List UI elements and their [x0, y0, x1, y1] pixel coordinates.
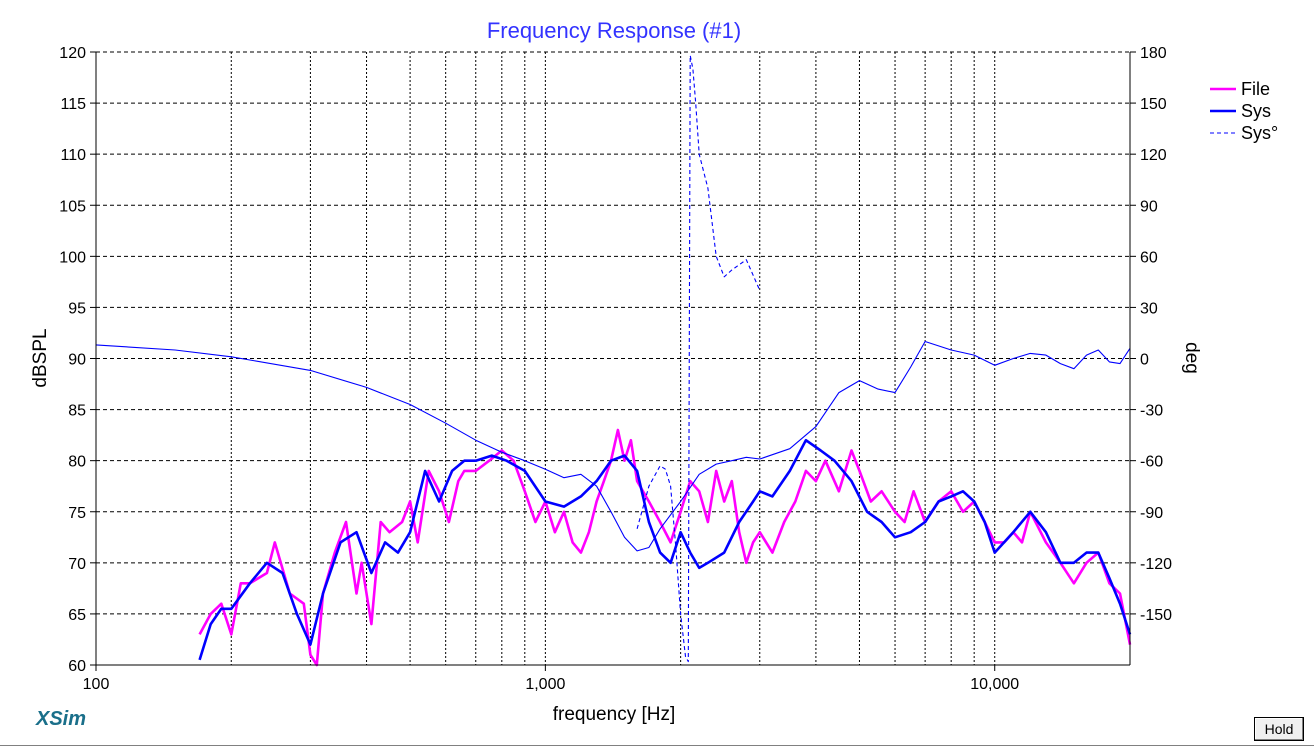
y-tick-label: 100: [59, 249, 86, 266]
y2-tick-label: 60: [1140, 249, 1158, 266]
series-sys-line: [198, 438, 1132, 661]
chart-title: Frequency Response (#1): [487, 18, 741, 43]
y2-tick-label: -60: [1140, 454, 1163, 471]
y-tick-label: 65: [68, 607, 86, 624]
y-tick-label: 60: [68, 658, 86, 675]
x-tick-label: 10,000: [970, 676, 1019, 693]
y2-axis-label: deg: [1181, 342, 1202, 374]
x-tick-label: 100: [83, 676, 110, 693]
y2-tick-label: -120: [1140, 556, 1172, 573]
y-tick-label: 120: [59, 45, 86, 62]
axes: 60 65 70 75 80 85 90 95 100 105 110 115 120 -150 -120 -…: [59, 45, 1172, 693]
bottom-divider: [0, 745, 1314, 746]
y2-tick-label: -150: [1140, 607, 1172, 624]
y-tick-label: 115: [60, 96, 86, 113]
y-tick-label: 80: [68, 454, 86, 471]
y-tick-label: 75: [68, 505, 86, 522]
y2-tick-label: 180: [1140, 45, 1167, 62]
y-tick-label: 110: [60, 147, 86, 164]
y-tick-label: 105: [59, 198, 86, 215]
grid: [95, 51, 1131, 666]
y-tick-label: 90: [68, 352, 86, 369]
y-tick-label: 85: [68, 403, 86, 420]
y-axis-label: dBSPL: [30, 328, 51, 387]
y2-tick-label: -30: [1140, 403, 1163, 420]
y-tick-label: 95: [68, 300, 86, 317]
y2-tick-label: 120: [1140, 147, 1167, 164]
x-tick-label: 1,000: [525, 676, 565, 693]
legend-label: Sys: [1241, 101, 1271, 121]
y2-tick-label: 90: [1140, 198, 1158, 215]
y2-tick-label: 0: [1140, 352, 1149, 369]
legend-label: Sys°: [1241, 123, 1278, 143]
y2-tick-label: 150: [1140, 96, 1167, 113]
hold-button[interactable]: Hold: [1254, 717, 1304, 741]
y-tick-label: 70: [68, 556, 86, 573]
x-axis-label: frequency [Hz]: [553, 704, 676, 725]
series-sys-phase-dashed-line: [636, 54, 761, 663]
legend-label: File: [1241, 79, 1270, 99]
y2-tick-label: 30: [1140, 300, 1158, 317]
y2-tick-label: -90: [1140, 505, 1163, 522]
xsim-brand: XSim: [36, 708, 87, 730]
series-layer: [95, 54, 1132, 667]
series-sys-phase-line: [95, 340, 1131, 552]
